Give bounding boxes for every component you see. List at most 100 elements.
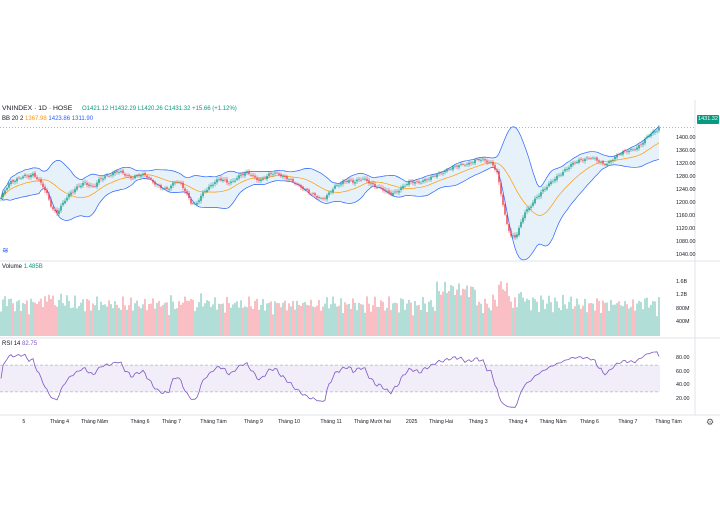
candle-body — [634, 149, 636, 151]
candle-body — [194, 203, 196, 205]
volume-bar — [204, 303, 206, 336]
volume-bar — [322, 306, 324, 336]
volume-bar — [542, 299, 544, 336]
candle-body — [92, 186, 94, 187]
volume-bar — [458, 283, 460, 336]
volume-bar — [304, 302, 306, 336]
volume-legend[interactable]: Volume 1.485B — [2, 263, 43, 271]
candle-body — [216, 179, 218, 183]
candle-body — [656, 130, 658, 132]
volume-bar — [166, 302, 168, 336]
candle-body — [242, 174, 244, 175]
volume-bar — [498, 284, 500, 336]
volume-bar — [522, 297, 524, 336]
candle-body — [466, 163, 468, 165]
volume-bar — [248, 296, 250, 336]
volume-bar — [390, 309, 392, 336]
candle-body — [108, 176, 110, 177]
volume-bar — [30, 298, 32, 336]
volume-bar — [534, 299, 536, 336]
candle-body — [380, 187, 382, 188]
candle-body — [142, 173, 144, 176]
candle-body — [370, 183, 372, 185]
gear-icon[interactable]: ⚙ — [706, 417, 715, 427]
candle-body — [586, 157, 588, 159]
volume-bar — [556, 301, 558, 336]
candle-body — [508, 224, 510, 232]
volume-bar — [54, 305, 56, 336]
volume-bar — [76, 308, 78, 336]
volume-bar — [250, 306, 252, 336]
rsi-axis-label: 80.00 — [676, 355, 690, 362]
volume-bar — [40, 298, 42, 336]
time-axis-label: Tháng 6 — [130, 419, 150, 425]
volume-bar — [228, 303, 230, 336]
volume-bar — [318, 300, 320, 336]
volume-bar — [478, 301, 480, 336]
candle-body — [394, 191, 396, 193]
candle-body — [598, 160, 600, 162]
symbol-title[interactable]: VNINDEX · 1D · HOSE — [2, 105, 73, 112]
candle-body — [590, 158, 592, 159]
bb-band-fill — [1, 126, 659, 260]
volume-bar — [12, 303, 14, 336]
bb-params: 20 2 — [11, 116, 24, 122]
candle-body — [472, 162, 474, 164]
volume-bar — [282, 302, 284, 336]
candle-body — [164, 187, 166, 189]
volume-bar — [98, 310, 100, 336]
candle-body — [174, 182, 176, 184]
candle-body — [448, 169, 450, 170]
volume-bar — [174, 309, 176, 336]
price-axis-label: 1320.00 — [676, 160, 696, 167]
candle-body — [20, 178, 22, 179]
volume-bar — [544, 309, 546, 336]
price-axis-label: 1200.00 — [676, 199, 696, 206]
candle-body — [308, 189, 310, 194]
candle-body — [364, 178, 366, 180]
candle-body — [602, 160, 604, 164]
volume-bar — [600, 312, 602, 336]
candle-body — [618, 154, 620, 155]
candle-body — [80, 185, 82, 188]
volume-bar — [494, 299, 496, 336]
volume-bar — [392, 303, 394, 336]
rsi-legend[interactable]: RSI 14 82.75 — [2, 340, 37, 348]
volume-bar — [256, 298, 258, 336]
candle-body — [188, 192, 190, 198]
volume-bar — [590, 303, 592, 336]
volume-bar — [540, 295, 542, 336]
volume-bar — [336, 306, 338, 336]
bb-upper: 1423.86 — [48, 116, 71, 122]
candle-body — [262, 178, 264, 180]
volume-bar — [36, 304, 38, 336]
candle-body — [612, 159, 614, 161]
volume-bar — [34, 302, 36, 336]
volume-bar — [48, 294, 50, 336]
bb-legend[interactable]: BB 20 2 1367.98 1423.86 1311.90 — [2, 115, 93, 123]
volume-bar — [312, 306, 314, 336]
candle-body — [10, 180, 12, 184]
volume-bar — [468, 297, 470, 336]
volume-bar — [474, 289, 476, 336]
candle-body — [72, 191, 74, 193]
candle-body — [432, 176, 434, 177]
volume-bar — [140, 308, 142, 336]
candle-body — [50, 199, 52, 207]
candle-body — [226, 179, 228, 183]
candle-body — [310, 193, 312, 195]
volume-bar — [528, 300, 530, 336]
candle-body — [434, 175, 436, 177]
volume-bar — [180, 304, 182, 336]
candle-body — [36, 177, 38, 180]
candle-body — [86, 183, 88, 185]
volume-bar — [624, 301, 626, 336]
volume-bar — [438, 291, 440, 336]
candle-body — [404, 185, 406, 187]
volume-bar — [186, 300, 188, 336]
volume-bar — [502, 289, 504, 336]
eye-icon[interactable]: ≋ — [2, 246, 9, 255]
candle-body — [414, 182, 416, 184]
volume-bar — [296, 300, 298, 336]
